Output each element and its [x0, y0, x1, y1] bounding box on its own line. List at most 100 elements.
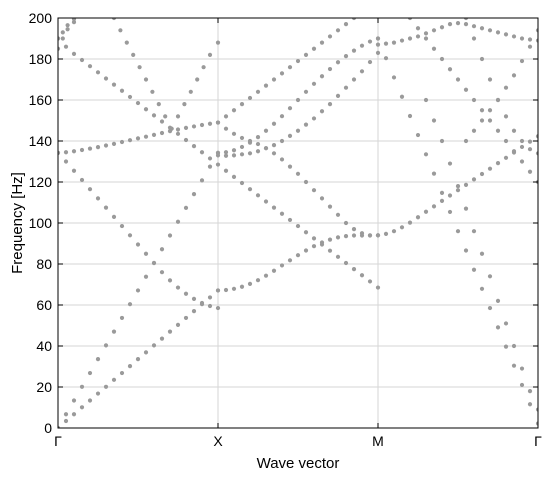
data-point [287, 258, 293, 263]
data-point [143, 251, 149, 256]
data-point [279, 138, 285, 144]
data-point [279, 71, 285, 76]
data-point [223, 126, 229, 131]
data-point [423, 152, 429, 157]
data-point [527, 147, 533, 152]
data-point [399, 94, 405, 99]
data-point [351, 18, 357, 21]
data-point [87, 398, 93, 403]
data-point [295, 58, 301, 64]
data-point [263, 273, 269, 278]
data-point [119, 223, 125, 229]
data-point [439, 25, 445, 30]
data-point [127, 302, 133, 307]
data-point [519, 366, 525, 371]
data-point [191, 124, 197, 129]
data-point [118, 28, 123, 33]
data-point [319, 109, 325, 114]
y-tick-label: 20 [36, 379, 52, 395]
data-point [119, 370, 125, 376]
data-point [407, 18, 413, 21]
data-point [175, 127, 181, 132]
data-point [511, 73, 517, 78]
data-point [169, 126, 174, 131]
data-point [503, 155, 509, 160]
data-point [215, 162, 221, 167]
data-point [343, 22, 349, 27]
data-point [535, 38, 538, 43]
data-point [183, 205, 189, 210]
data-point [247, 138, 253, 144]
data-point [423, 31, 429, 36]
data-point [239, 284, 245, 289]
data-point [71, 18, 77, 22]
data-point [495, 128, 501, 133]
data-point [327, 34, 333, 39]
data-point [95, 196, 101, 201]
data-point [527, 44, 533, 49]
data-point [255, 193, 261, 198]
data-point [239, 152, 245, 157]
data-point [143, 77, 149, 82]
data-point [188, 89, 193, 94]
data-point [335, 28, 341, 33]
data-point [455, 184, 461, 189]
data-point [191, 309, 197, 314]
data-point [247, 281, 253, 286]
data-point [103, 76, 109, 81]
x-tick-label: X [213, 433, 223, 449]
x-axis-label: Wave vector [257, 455, 340, 472]
data-point [479, 171, 485, 177]
data-point [479, 118, 485, 123]
data-point [343, 234, 349, 239]
data-point [60, 30, 65, 35]
data-points [58, 6, 538, 428]
data-point [183, 137, 189, 143]
data-point [487, 77, 493, 82]
data-point [447, 193, 453, 198]
data-point [63, 150, 69, 155]
x-tick-label: Γ [54, 433, 62, 449]
data-point [182, 102, 187, 107]
data-point [463, 22, 469, 27]
data-point [431, 28, 437, 33]
data-point [479, 56, 485, 62]
data-point [463, 87, 469, 92]
data-point [519, 36, 525, 41]
data-point [303, 52, 309, 58]
data-point [287, 133, 293, 138]
data-point [463, 248, 469, 253]
data-point [199, 300, 205, 306]
data-point [335, 235, 341, 240]
data-point [335, 93, 341, 98]
data-point [279, 211, 285, 216]
data-point [423, 36, 429, 41]
data-point [111, 329, 117, 334]
data-point [199, 150, 205, 155]
data-point [407, 113, 413, 119]
data-point [311, 116, 317, 121]
data-point [111, 141, 117, 146]
data-point [503, 32, 509, 37]
data-point [159, 130, 165, 136]
data-point [343, 85, 349, 90]
data-point [351, 267, 357, 272]
data-point [519, 58, 525, 64]
y-tick-label: 60 [36, 297, 52, 313]
data-point [215, 305, 221, 311]
data-point [439, 190, 445, 195]
data-point [207, 164, 213, 169]
data-point [447, 67, 453, 72]
data-point [88, 6, 92, 10]
data-point [431, 118, 437, 123]
data-point [487, 166, 493, 171]
data-point [351, 48, 357, 53]
data-point [231, 174, 237, 179]
data-point [535, 407, 538, 412]
data-point [399, 225, 405, 230]
data-point [215, 153, 221, 158]
data-point [343, 260, 349, 266]
data-point [124, 40, 129, 45]
data-point [327, 102, 333, 107]
